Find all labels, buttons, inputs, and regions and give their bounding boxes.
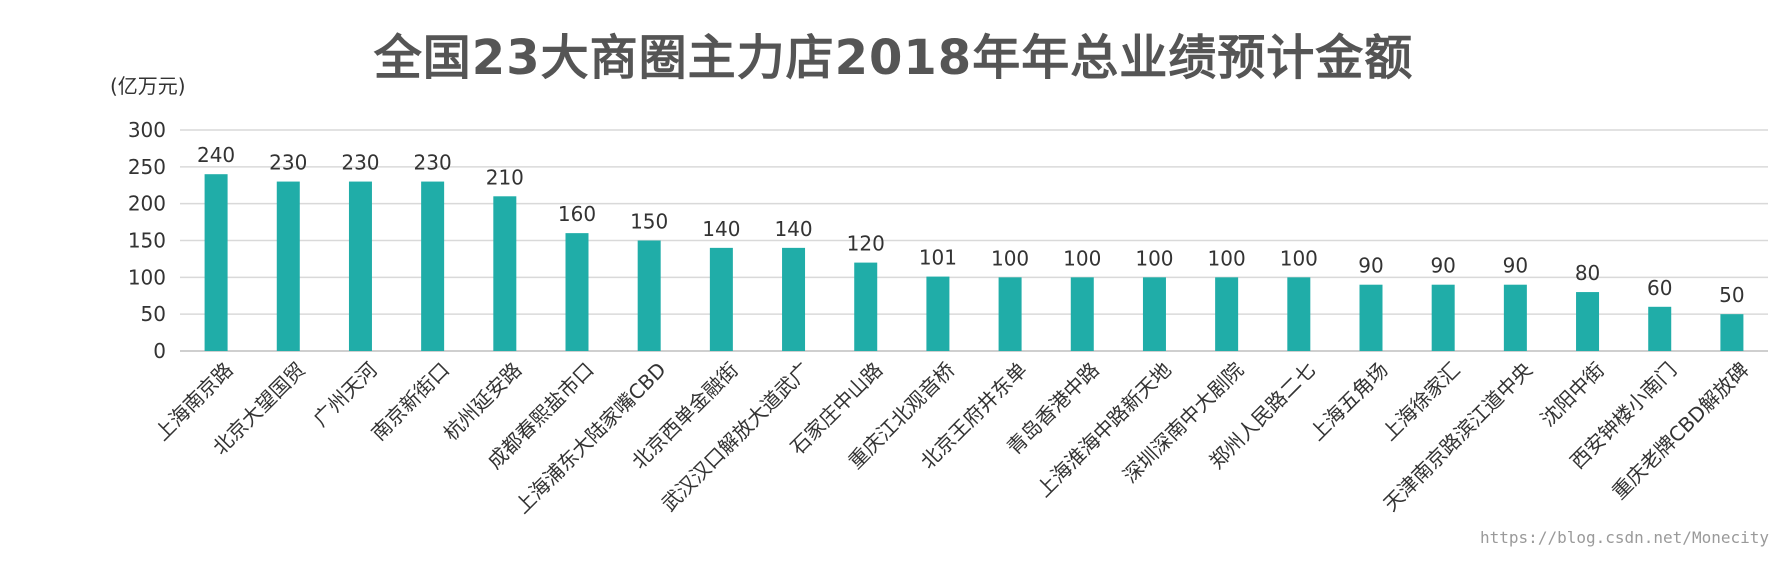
data-label: 210 bbox=[486, 165, 524, 189]
bar bbox=[1142, 277, 1166, 351]
data-label: 100 bbox=[1208, 246, 1246, 270]
data-label: 230 bbox=[341, 151, 379, 175]
data-label: 90 bbox=[1503, 254, 1528, 278]
y-tick-label: 50 bbox=[141, 302, 166, 326]
data-label: 101 bbox=[919, 246, 957, 270]
y-axis-unit-label: (亿万元) bbox=[110, 74, 186, 98]
bar bbox=[1287, 277, 1311, 351]
bar bbox=[998, 277, 1022, 351]
bar bbox=[1720, 314, 1744, 351]
data-label: 100 bbox=[1063, 246, 1101, 270]
bar bbox=[1648, 306, 1672, 351]
bar bbox=[565, 233, 589, 351]
bar bbox=[854, 262, 878, 351]
bar bbox=[204, 174, 228, 351]
chart-title: 全国23大商圈主力店2018年年总业绩预计金额 bbox=[373, 30, 1414, 86]
bar bbox=[1215, 277, 1239, 351]
y-tick-label: 250 bbox=[128, 155, 166, 179]
x-tick-label: 沈阳中街 bbox=[1536, 358, 1610, 432]
bar bbox=[1576, 292, 1600, 351]
x-tick-label: 深圳深南中大剧院 bbox=[1118, 358, 1248, 488]
data-label: 150 bbox=[630, 210, 668, 234]
y-tick-label: 100 bbox=[128, 265, 166, 289]
data-label: 240 bbox=[197, 143, 235, 167]
data-label: 140 bbox=[774, 217, 812, 241]
bar bbox=[421, 181, 445, 351]
y-tick-label: 300 bbox=[128, 118, 166, 142]
data-label: 100 bbox=[991, 246, 1029, 270]
x-tick-label: 上海五角场 bbox=[1305, 358, 1393, 446]
bar bbox=[1070, 277, 1094, 351]
data-label: 120 bbox=[847, 232, 885, 256]
bar bbox=[276, 181, 300, 351]
x-tick-label: 上海淮海中路新天地 bbox=[1032, 358, 1176, 502]
x-tick-label: 重庆老牌CBD解放碑 bbox=[1607, 358, 1753, 504]
bar bbox=[1431, 284, 1455, 351]
data-label: 90 bbox=[1430, 254, 1455, 278]
bar bbox=[1503, 284, 1527, 351]
bar bbox=[782, 247, 806, 351]
data-label: 160 bbox=[558, 202, 596, 226]
data-label: 90 bbox=[1358, 254, 1383, 278]
bar bbox=[493, 196, 517, 351]
bar bbox=[709, 247, 733, 351]
data-label: 230 bbox=[414, 151, 452, 175]
watermark-text: https://blog.csdn.net/Monecity bbox=[1480, 528, 1769, 547]
bar bbox=[1359, 284, 1383, 351]
data-label: 60 bbox=[1647, 276, 1672, 300]
y-tick-label: 150 bbox=[128, 229, 166, 253]
data-label: 100 bbox=[1135, 246, 1173, 270]
bar bbox=[348, 181, 372, 351]
data-label: 100 bbox=[1280, 246, 1318, 270]
data-label: 80 bbox=[1575, 261, 1600, 285]
bar bbox=[637, 240, 661, 351]
data-label: 140 bbox=[702, 217, 740, 241]
x-tick-label: 南京新街口 bbox=[366, 358, 454, 446]
data-label: 230 bbox=[269, 151, 307, 175]
data-label: 50 bbox=[1719, 283, 1744, 307]
bar bbox=[926, 276, 950, 351]
y-tick-label: 0 bbox=[153, 339, 166, 363]
y-tick-label: 200 bbox=[128, 192, 166, 216]
x-tick-label: 广州天河 bbox=[308, 358, 382, 432]
